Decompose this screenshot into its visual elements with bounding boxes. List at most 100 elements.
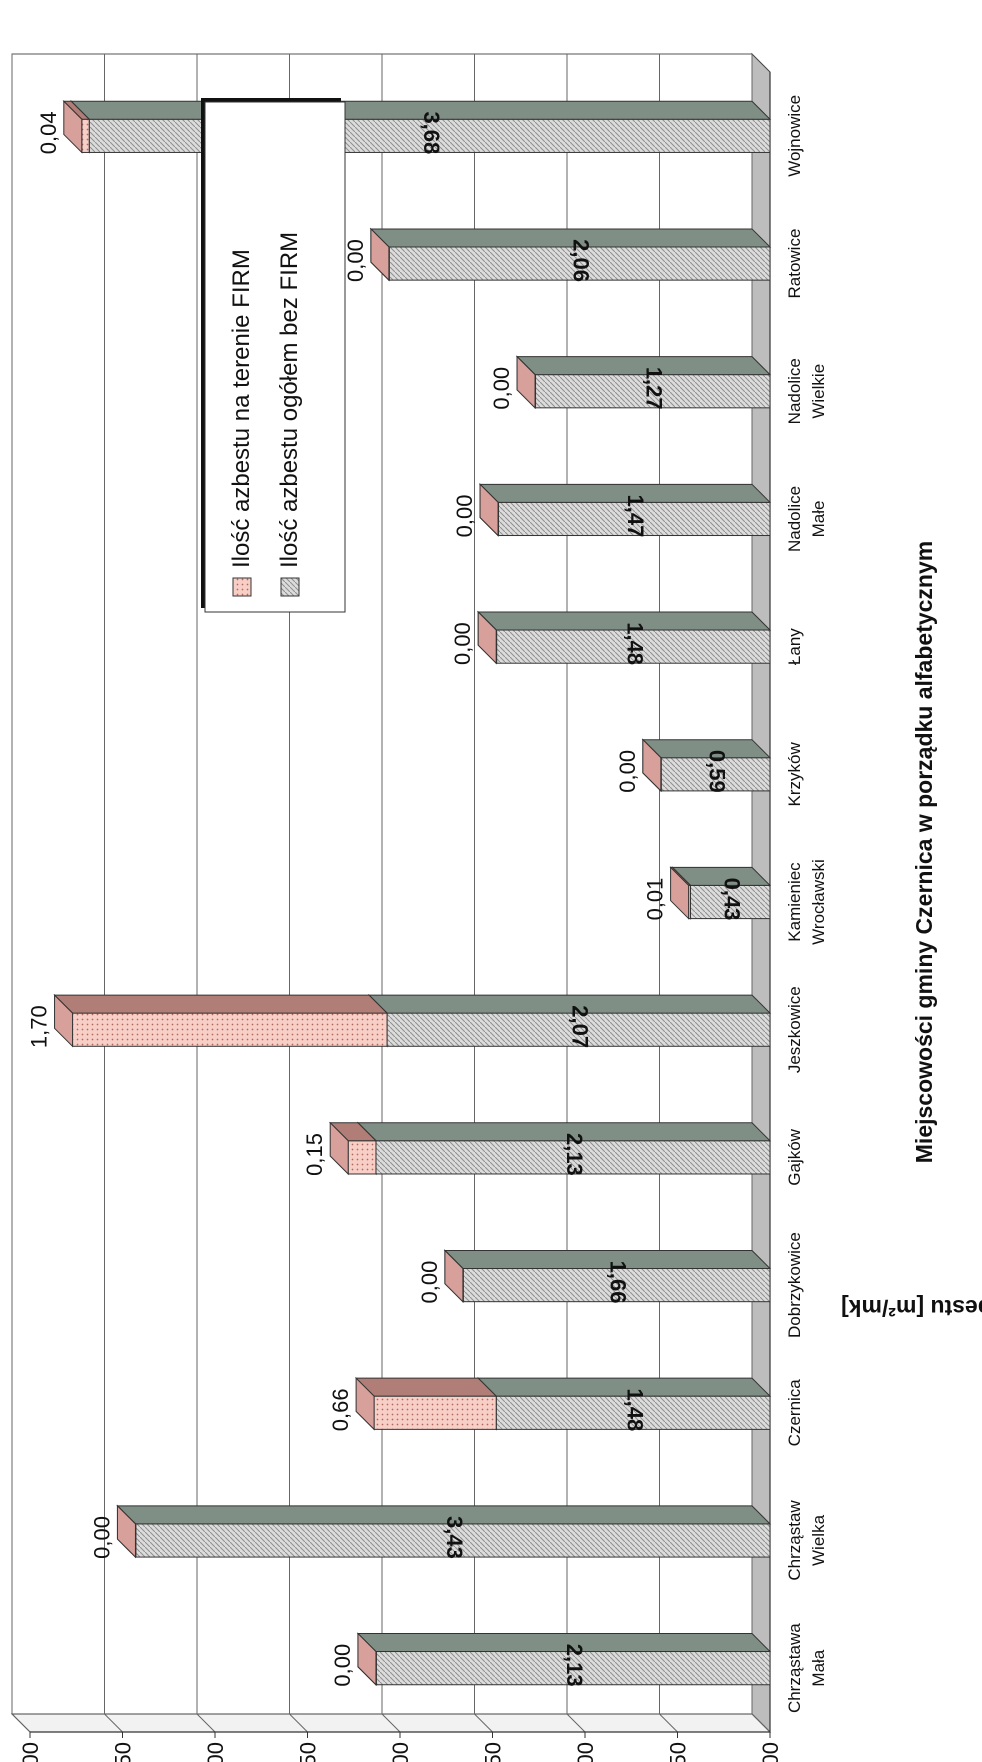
x-tick-label: Kamieniec (785, 862, 804, 942)
x-tick-label: Wielka (809, 1514, 828, 1566)
y-tick-label: 4,00 (18, 1742, 43, 1762)
bar-firm (642, 738, 662, 793)
data-label-base: 0,59 (705, 750, 730, 793)
bar-firm-side (53, 994, 389, 1014)
y-tick-label: 2,00 (388, 1742, 413, 1762)
bar-firm-side (354, 1377, 498, 1397)
data-label-base: 2,07 (568, 1005, 593, 1048)
bar-firm-top (357, 1632, 377, 1686)
data-label-base: 3,43 (442, 1516, 467, 1559)
x-tick-label: Dobrzykowice (785, 1232, 804, 1338)
bar-firm-front (347, 1140, 377, 1175)
bar-firm (328, 1121, 378, 1176)
bar-firm (479, 483, 500, 537)
bar-firm-top (370, 227, 390, 282)
bar-firm (669, 866, 692, 920)
x-tick-label: Małe (809, 500, 828, 537)
x-tick-label: Krzyków (785, 741, 804, 806)
legend-entry: Ilość azbestu ogółem bez FIRM (276, 232, 303, 568)
bar-firm-top (444, 1249, 464, 1303)
data-label-base: 2,13 (562, 1133, 587, 1176)
bar-firm (477, 610, 498, 665)
x-tick-label: Wielkie (809, 364, 828, 419)
bar-base (356, 1632, 772, 1686)
data-label-firm: 0,00 (417, 1261, 442, 1304)
bar-firm (516, 355, 537, 410)
data-label-base: 1,27 (642, 367, 667, 410)
x-tick-label: Łany (785, 628, 804, 665)
data-label-firm: 0,00 (452, 495, 477, 538)
bar-firm-top (642, 738, 662, 793)
data-label-base: 3,68 (419, 111, 444, 154)
gridline-depth (104, 1713, 123, 1733)
bar-firm-top (54, 993, 74, 1048)
legend: Ilość azbestu na terenie FIRM Ilość azbes… (201, 98, 346, 613)
gridline-depth (11, 1713, 31, 1733)
legend-swatch (280, 577, 300, 597)
y-tick-label: 3,50 (111, 1742, 136, 1762)
x-tick-label: Chrząstaw (785, 1500, 804, 1581)
y-tick-label: 1,00 (573, 1742, 598, 1762)
data-label-firm: 0,00 (450, 622, 475, 665)
data-label-firm: 0,01 (643, 878, 668, 921)
data-label-firm: 0,15 (302, 1133, 327, 1176)
data-label-firm: 0,66 (328, 1388, 353, 1431)
bar-firm (354, 1376, 498, 1431)
bar-firm-top (116, 1504, 136, 1559)
bar-base (116, 1504, 772, 1559)
data-label-base: 1,48 (622, 622, 647, 665)
gridline-depth (196, 1713, 216, 1733)
x-tick-label: Nadolice (785, 486, 804, 552)
bar-firm-front (81, 118, 90, 153)
data-label-firm: 0,00 (89, 1516, 114, 1559)
bar-firm (53, 993, 389, 1048)
gridline-depth (659, 1713, 678, 1733)
bar-firm-top (63, 100, 83, 154)
x-tick-label: Wrocławski (809, 859, 828, 945)
x-tick-label: Nadolice (785, 358, 804, 424)
bar-firm (62, 100, 91, 154)
y-axis-label: ilość azbestu [m²/mk] (841, 1295, 982, 1321)
x-tick-label: Wojnowice (785, 95, 804, 177)
data-label-firm: 1,70 (27, 1005, 52, 1048)
bar-firm-top (355, 1376, 375, 1431)
data-label-firm: 0,00 (343, 239, 368, 282)
bar-firm (357, 1632, 377, 1686)
data-label-firm: 0,04 (36, 111, 61, 154)
y-tick-label: 3,00 (203, 1742, 228, 1762)
x-axis-label: Miejscowości gminy Czernica w porządku a… (911, 541, 937, 1163)
plot-area: 2,13 0,00 3,43 0,00 1,48 0,66 1,66 0,00 2,13 0,15… (10, 52, 937, 1762)
y-tick-label: 2,50 (296, 1742, 321, 1762)
data-label-base: 2,13 (562, 1644, 587, 1687)
legend-entry: Ilość azbestu na terenie FIRM (228, 249, 255, 568)
x-tick-label: Gajków (785, 1128, 804, 1185)
legend-box (204, 101, 346, 613)
x-tick-label: Chrząstawa (785, 1623, 804, 1713)
data-label-firm: 0,00 (330, 1644, 355, 1687)
data-label-base: 1,66 (606, 1261, 631, 1304)
y-tick-label: 1,50 (481, 1742, 506, 1762)
data-label-base: 2,06 (569, 239, 594, 282)
gridline-depth (289, 1713, 308, 1733)
bar-firm-front (72, 1012, 388, 1047)
legend-swatch (232, 577, 252, 597)
x-tick-label: Mała (809, 1649, 828, 1686)
data-label-base: 1,48 (622, 1388, 647, 1431)
data-label-base: 0,43 (719, 878, 744, 921)
bar-firm-top (329, 1121, 349, 1176)
data-label-firm: 0,00 (489, 367, 514, 410)
data-label-base: 1,47 (623, 495, 648, 538)
bar-firm (370, 227, 390, 282)
bar-firm (116, 1504, 137, 1559)
y-tick-label: 0,50 (666, 1742, 691, 1762)
x-tick-label: Jeszkowice (785, 986, 804, 1073)
gridline-depth (474, 1713, 493, 1733)
data-label-firm: 0,00 (615, 750, 640, 793)
bar-firm-front (373, 1395, 497, 1430)
bar-firm-top (479, 483, 499, 537)
x-tick-label: Ratowice (785, 229, 804, 299)
gridline-depth (566, 1713, 586, 1733)
bar-firm (444, 1249, 464, 1303)
bar-firm-top (516, 355, 536, 410)
